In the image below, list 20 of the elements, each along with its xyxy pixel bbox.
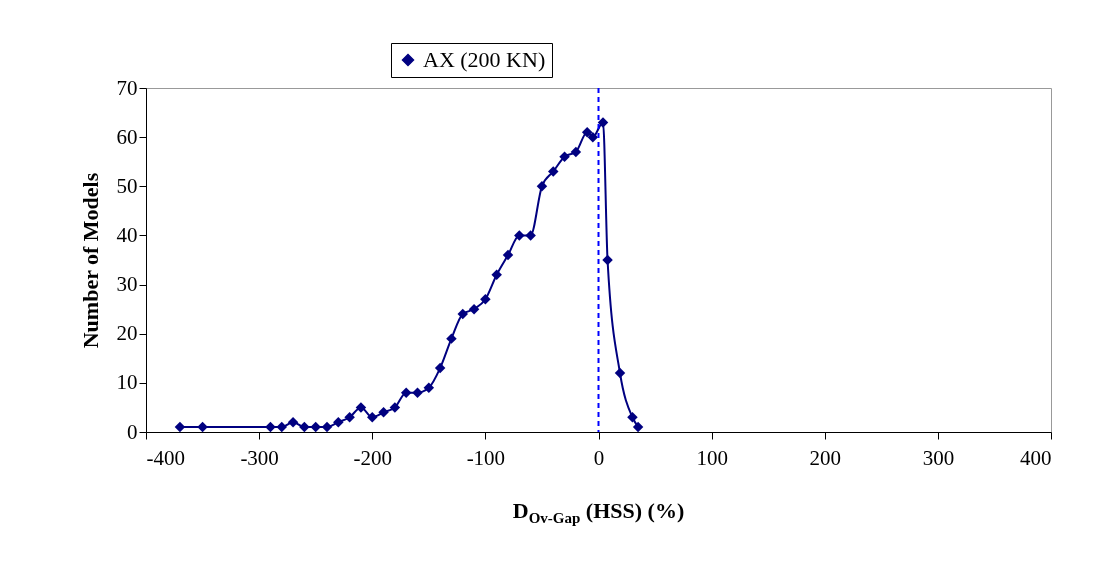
y-tick-label: 40 <box>116 222 138 247</box>
legend-label: AX (200 KN) <box>423 47 546 72</box>
x-axis-title: D$_{Ov-Gap}$ (HSS) (%) <box>511 498 686 528</box>
x-tick-label: -300 <box>240 445 279 470</box>
y-tick-label: 30 <box>116 272 138 297</box>
x-tick-label: -200 <box>353 445 392 470</box>
y-tick-label: 10 <box>116 370 138 395</box>
y-tick-label: 60 <box>116 124 138 149</box>
y-tick-label: 70 <box>116 75 138 100</box>
x-tick-label: 400 <box>1020 445 1052 470</box>
x-tick-label: 200 <box>809 445 841 470</box>
y-tick-label: 20 <box>116 321 138 346</box>
x-tick-label: 100 <box>696 445 728 470</box>
x-tick-label: 300 <box>922 445 955 470</box>
y-tick-label: 0 <box>127 419 138 444</box>
x-tick-label: -100 <box>466 445 506 470</box>
x-tick-label: -400 <box>146 445 185 470</box>
y-axis-title: Number of Models <box>77 172 103 349</box>
y-tick-label: 50 <box>116 173 138 198</box>
x-tick-label: 0 <box>593 445 605 470</box>
